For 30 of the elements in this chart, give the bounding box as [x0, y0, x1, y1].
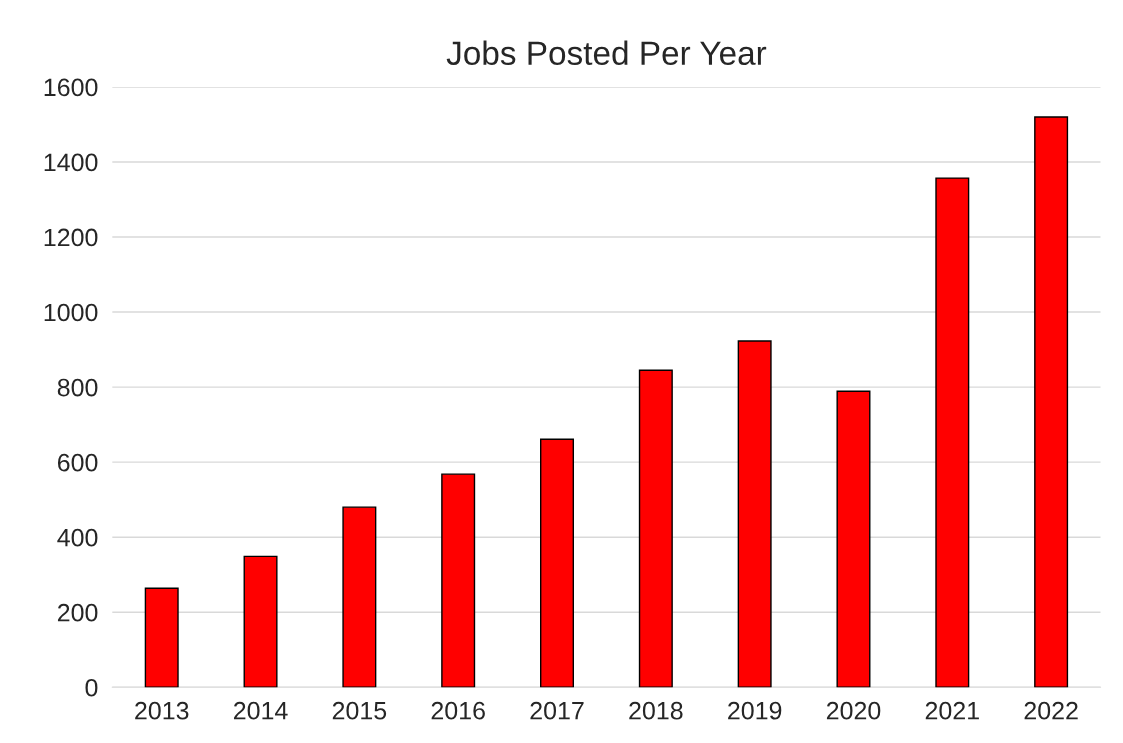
bar — [836, 390, 871, 688]
y-tick-label: 1200 — [44, 228, 98, 247]
y-tick-label: 1600 — [44, 78, 98, 97]
bar — [935, 177, 970, 688]
x-tick-label: 2021 — [925, 701, 979, 720]
y-tick-label: 600 — [57, 453, 98, 472]
x-tick-label: 2020 — [826, 701, 881, 720]
bar — [1034, 116, 1069, 688]
x-tick-label: 2013 — [135, 701, 189, 720]
y-tick-label: 1400 — [44, 153, 98, 172]
bar — [342, 506, 377, 688]
x-tick-label: 2022 — [1024, 701, 1078, 720]
bar — [441, 473, 476, 688]
bar — [144, 587, 179, 688]
bar — [737, 340, 772, 688]
y-tick-label: 800 — [57, 378, 98, 397]
x-tick-label: 2018 — [629, 701, 683, 720]
bar — [540, 438, 575, 688]
chart-title: Jobs Posted Per Year — [446, 40, 767, 66]
x-tick-label: 2014 — [233, 701, 288, 720]
y-tick-label: 0 — [85, 678, 98, 697]
y-tick-label: 200 — [57, 603, 98, 622]
bar — [638, 369, 673, 688]
x-tick-label: 2017 — [530, 701, 584, 720]
bar — [243, 555, 278, 688]
x-tick-label: 2015 — [332, 701, 387, 720]
x-tick-label: 2019 — [728, 701, 782, 720]
x-tick-label: 2016 — [431, 701, 485, 720]
y-tick-label: 400 — [57, 528, 98, 547]
y-tick-label: 1000 — [44, 303, 98, 322]
